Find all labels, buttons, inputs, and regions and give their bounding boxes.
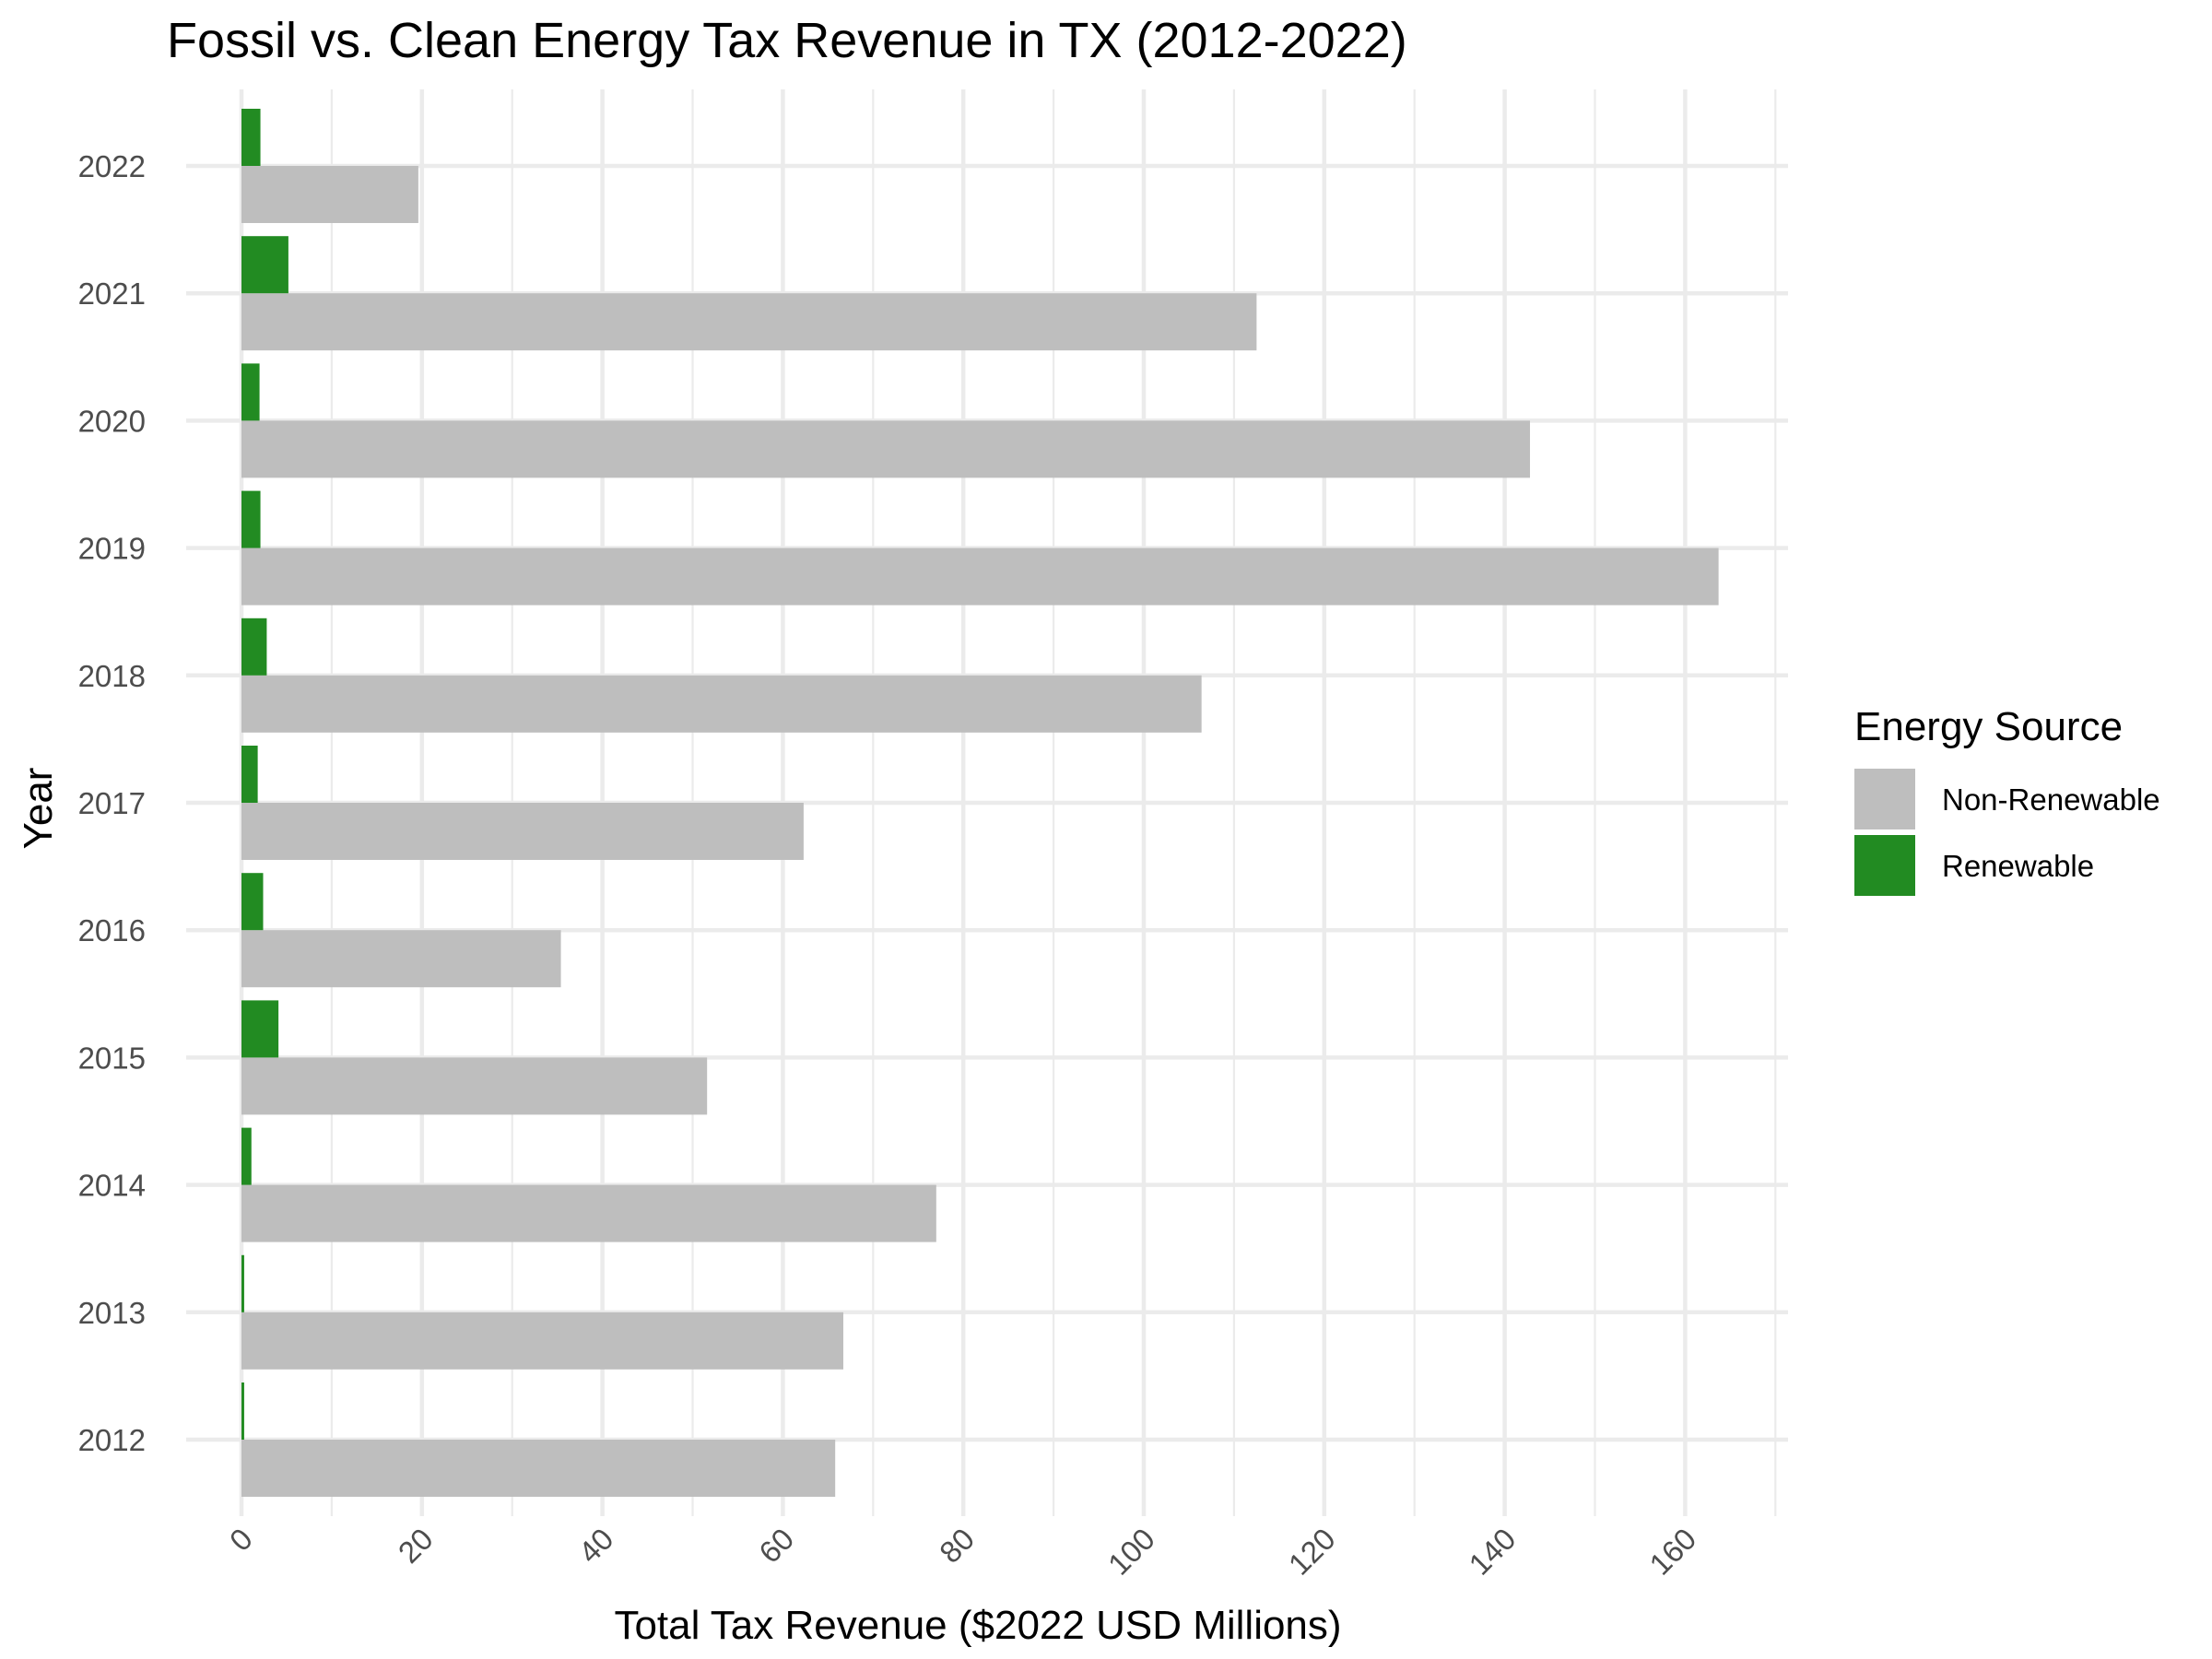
y-axis-ticks: 2012 2013 2014 2015 2016 2017 2018 2019 2020 2021… [78,149,146,1457]
bar-non-renewable-2021 [241,293,1257,351]
bar-non-renewable-2020 [241,420,1531,478]
y-tick-label: 2019 [78,532,146,566]
y-tick-label: 2015 [78,1041,146,1075]
x-tick-label: 140 [1462,1522,1522,1582]
x-tick-label: 120 [1282,1522,1342,1582]
bar-non-renewable-2022 [241,166,418,223]
bar-non-renewable-2015 [241,1057,708,1115]
y-tick-label: 2017 [78,786,146,820]
y-tick-label: 2018 [78,659,146,693]
bar-renewable-2013 [241,1254,244,1312]
x-axis-ticks: 0 20 40 60 80 100 120 140 160 [223,1522,1703,1582]
bar-renewable-2015 [241,1000,279,1058]
bar-non-renewable-2013 [241,1312,843,1370]
bar-non-renewable-2012 [241,1440,836,1497]
bar-non-renewable-2017 [241,803,804,860]
x-axis-title: Total Tax Revenue ($2022 USD Millions) [614,1603,1341,1648]
y-tick-label: 2014 [78,1169,146,1203]
chart-title: Fossil vs. Clean Energy Tax Revenue in T… [167,13,1407,68]
bar-renewable-2016 [241,873,264,931]
y-tick-label: 2012 [78,1423,146,1457]
bar-renewable-2018 [241,618,267,676]
x-tick-label: 160 [1642,1522,1702,1582]
legend-swatch-renewable [1854,835,1915,896]
x-tick-label: 0 [223,1522,259,1558]
bar-renewable-2021 [241,236,288,294]
y-tick-label: 2013 [78,1296,146,1330]
legend-title: Energy Source [1854,704,2123,749]
bar-non-renewable-2019 [241,547,1719,606]
legend: Energy Source Non-Renewable Renewable [1854,704,2160,896]
legend-swatch-non-renewable [1854,769,1915,830]
y-tick-label: 2022 [78,149,146,183]
y-tick-label: 2020 [78,404,146,438]
x-tick-label: 60 [752,1522,800,1570]
x-tick-label: 100 [1101,1522,1161,1582]
legend-items: Non-Renewable Renewable [1854,769,2160,896]
y-axis-title: Year [16,768,61,850]
y-tick-label: 2016 [78,913,146,947]
bar-renewable-2020 [241,363,260,421]
bar-non-renewable-2018 [241,675,1202,733]
bar-renewable-2022 [241,109,261,166]
bar-non-renewable-2014 [241,1184,936,1242]
legend-label-non-renewable: Non-Renewable [1942,782,2160,817]
bars [241,109,1719,1497]
x-tick-label: 40 [571,1522,619,1570]
y-tick-label: 2021 [78,276,146,311]
bar-renewable-2019 [241,490,261,548]
x-tick-label: 20 [392,1522,440,1570]
bar-renewable-2012 [241,1382,244,1440]
bar-renewable-2017 [241,746,258,803]
bar-renewable-2014 [241,1127,252,1185]
x-tick-label: 80 [933,1522,981,1570]
legend-label-renewable: Renewable [1942,849,2094,883]
bar-non-renewable-2016 [241,930,561,988]
